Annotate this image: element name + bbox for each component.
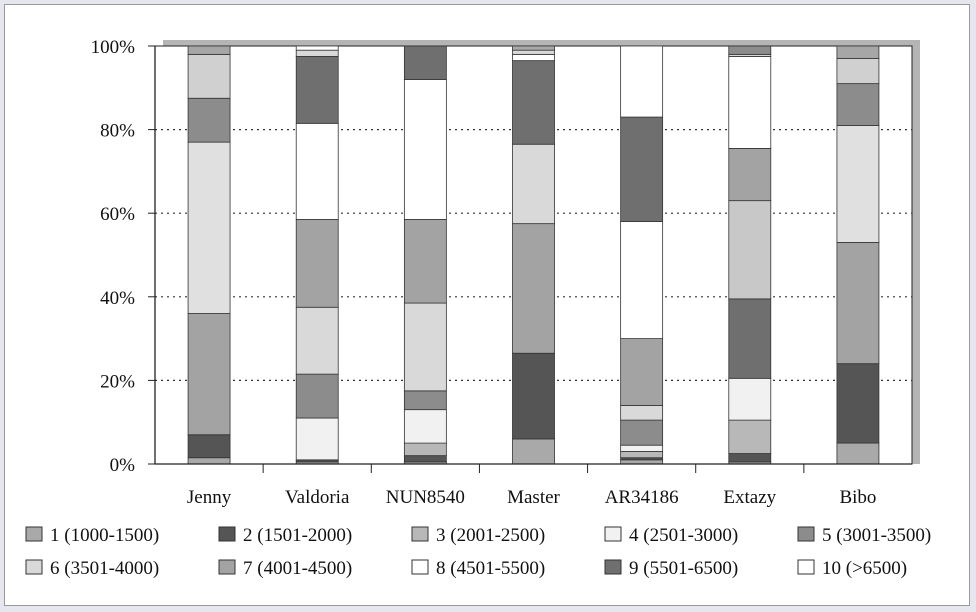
- legend-label: 9 (5501-6500): [629, 558, 738, 579]
- bar-segment: [512, 49, 555, 55]
- bar-segment: [512, 438, 555, 465]
- bar-segment: [728, 298, 772, 379]
- bar-segment: [187, 53, 231, 99]
- y-tick-label: 40%: [100, 288, 135, 309]
- legend-label: 5 (3001-3500): [822, 525, 931, 546]
- bar-segment: [620, 451, 664, 459]
- legend-label: 8 (4501-5500): [436, 558, 545, 579]
- bar-segment: [295, 56, 339, 124]
- bar-segment: [295, 417, 339, 461]
- bar-segment: [728, 200, 772, 300]
- x-tick-label: Valdoria: [285, 487, 350, 508]
- bar-segment: [512, 60, 555, 145]
- legend-label: 4 (2501-3000): [629, 525, 738, 546]
- legend-swatch: [411, 526, 429, 542]
- legend-swatch: [797, 559, 815, 575]
- bar-segment: [512, 223, 555, 354]
- x-tick-label: NUN8540: [386, 487, 465, 508]
- bar-segment: [836, 442, 880, 465]
- x-tick-label: Bibo: [839, 487, 876, 508]
- bar-segment: [403, 302, 447, 392]
- bar-segment: [512, 53, 555, 62]
- bar-segment: [836, 58, 880, 85]
- bar-segment: [620, 444, 664, 452]
- y-tick-label: 60%: [100, 204, 135, 225]
- y-tick-label: 100%: [91, 37, 136, 58]
- bar-segment: [187, 313, 231, 436]
- bar-segment: [403, 455, 447, 463]
- legend-swatch: [604, 526, 622, 542]
- bar-segment: [836, 83, 880, 126]
- legend-swatch: [218, 559, 236, 575]
- legend-label: 10 (>6500): [822, 558, 907, 579]
- bar-segment: [728, 45, 772, 55]
- legend-swatch: [25, 559, 43, 575]
- bar-segment: [728, 56, 772, 149]
- bar-segment: [403, 45, 447, 80]
- bar-segment: [295, 306, 339, 375]
- legend-label: 2 (1501-2000): [243, 525, 352, 546]
- bar-segment: [403, 390, 447, 411]
- bar-segment: [512, 352, 555, 440]
- x-tick-label: AR34186: [605, 487, 679, 508]
- bar-segment: [512, 143, 555, 225]
- bar-segment: [728, 377, 772, 421]
- bar-segment: [728, 453, 772, 463]
- bar-segment: [728, 148, 772, 202]
- bar-segment: [403, 219, 447, 304]
- legend-swatch: [411, 559, 429, 575]
- legend-swatch: [218, 526, 236, 542]
- bar-segment: [836, 363, 880, 444]
- y-tick-label: 0%: [110, 455, 136, 476]
- bars-layer: [187, 45, 880, 465]
- bar-segment: [620, 45, 664, 118]
- legend-swatch: [25, 526, 43, 542]
- legend-label: 3 (2001-2500): [436, 525, 545, 546]
- bar-segment: [295, 219, 339, 308]
- bar-segment: [187, 434, 231, 459]
- bar-segment: [187, 97, 231, 143]
- bar-segment: [836, 242, 880, 365]
- legend-swatch: [797, 526, 815, 542]
- bar-segment: [403, 79, 447, 220]
- bar-segment: [620, 338, 664, 406]
- bar-segment: [403, 409, 447, 444]
- y-tick-label: 80%: [100, 121, 135, 142]
- bar-segment: [620, 221, 664, 339]
- bar-segment: [620, 116, 664, 222]
- bar-segment: [187, 141, 231, 314]
- x-tick-label: Master: [507, 487, 560, 508]
- bar-segment: [728, 419, 772, 454]
- legend-label: 1 (1000-1500): [50, 525, 159, 546]
- bar-segment: [620, 405, 664, 421]
- legend-label: 6 (3501-4000): [50, 558, 159, 579]
- bar-segment: [295, 122, 339, 220]
- bar-segment: [187, 457, 231, 465]
- bar-segment: [836, 125, 880, 243]
- x-tick-label: Jenny: [187, 487, 232, 508]
- bar-segment: [295, 373, 339, 419]
- legend-layer: 1 (1000-1500) 2 (1501-2000) 3 (2001-2500) 4…: [25, 525, 931, 579]
- bar-segment: [512, 45, 555, 51]
- bar-segment: [187, 45, 231, 55]
- axis-layer: 0% 20% 40% 60% 80% 100% Jenny Valdoria NUN8540 Ma…: [91, 37, 912, 508]
- bar-segment: [295, 49, 339, 57]
- y-tick-label: 20%: [100, 371, 135, 392]
- legend-label: 7 (4001-4500): [243, 558, 352, 579]
- bar-segment: [620, 419, 664, 446]
- bar-segment: [836, 45, 880, 59]
- bar-segment: [403, 442, 447, 457]
- legend-swatch: [604, 559, 622, 575]
- x-tick-label: Extazy: [723, 487, 776, 508]
- bar-segment: [295, 45, 339, 51]
